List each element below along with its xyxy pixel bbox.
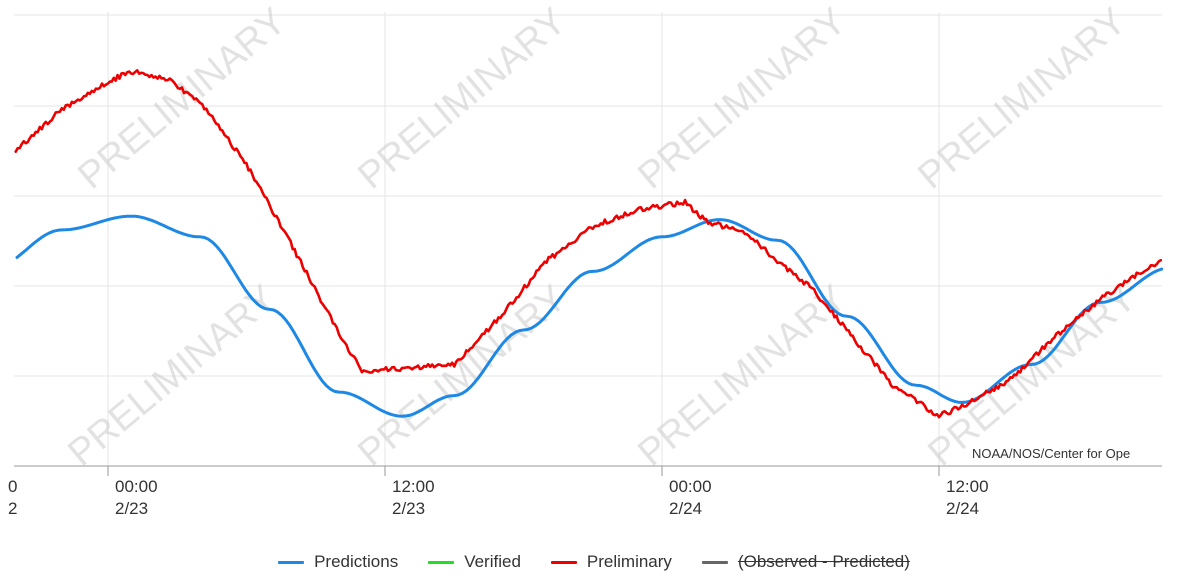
legend-item-preliminary[interactable]: Preliminary bbox=[550, 552, 672, 572]
x-tick-label-date: 2 bbox=[8, 499, 17, 518]
x-axis: 0200:002/2312:002/2300:002/2412:002/2400… bbox=[8, 465, 1162, 518]
x-tick-label-time: 12:00 bbox=[946, 477, 989, 496]
x-tick-label-time: 0 bbox=[8, 477, 17, 496]
legend-swatch-observed-minus-predicted bbox=[701, 560, 728, 564]
watermark-text: PRELIMINARY bbox=[70, 0, 294, 197]
legend: Predictions Verified Preliminary (Observ… bbox=[0, 548, 1188, 576]
x-tick-label-date: 2/24 bbox=[946, 499, 979, 518]
gridlines bbox=[14, 12, 1162, 466]
legend-label-observed-minus-predicted: (Observed - Predicted) bbox=[737, 552, 910, 571]
watermark-text: PRELIMINARY bbox=[630, 0, 854, 197]
tide-chart: PRELIMINARY PRELIMINARY PRELIMINARY PRELIMI… bbox=[8, 0, 1164, 518]
watermark-text: PRELIMINARY bbox=[350, 0, 574, 197]
legend-swatch-verified bbox=[428, 560, 455, 564]
legend-item-predictions[interactable]: Predictions bbox=[278, 552, 398, 572]
legend-swatch-preliminary bbox=[550, 560, 577, 564]
series-layer bbox=[14, 69, 1164, 419]
x-tick-label-time: 00:00 bbox=[115, 477, 158, 496]
series-line-preliminary bbox=[14, 69, 1163, 419]
watermark-layer: PRELIMINARY PRELIMINARY PRELIMINARY PRELIMI… bbox=[60, 0, 1144, 474]
legend-item-observed-minus-predicted[interactable]: (Observed - Predicted) bbox=[701, 552, 910, 572]
legend-label-verified: Verified bbox=[464, 552, 521, 571]
watermark-text: PRELIMINARY bbox=[910, 0, 1134, 197]
legend-label-preliminary: Preliminary bbox=[586, 552, 672, 571]
x-tick-label-date: 2/24 bbox=[669, 499, 702, 518]
x-tick-label-date: 2/23 bbox=[115, 499, 148, 518]
x-tick-label-date: 2/23 bbox=[392, 499, 425, 518]
legend-item-verified[interactable]: Verified bbox=[428, 552, 521, 572]
credit-text: NOAA/NOS/Center for Ope bbox=[972, 446, 1130, 461]
legend-swatch-predictions bbox=[278, 560, 305, 564]
x-tick-label-time: 12:00 bbox=[392, 477, 435, 496]
x-tick-label-time: 00:00 bbox=[669, 477, 712, 496]
legend-label-predictions: Predictions bbox=[314, 552, 399, 571]
